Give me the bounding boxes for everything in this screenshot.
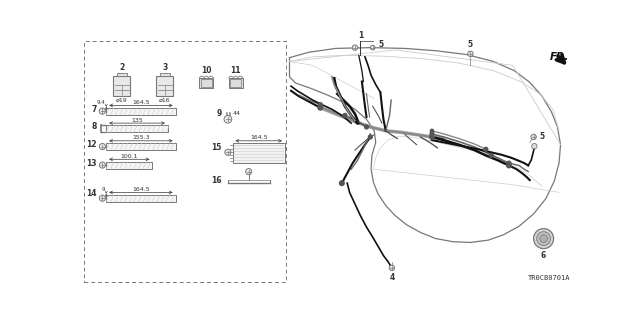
Circle shape (365, 125, 369, 129)
Bar (156, 76, 173, 96)
Bar (106, 143, 175, 150)
Text: 12: 12 (86, 140, 97, 149)
Bar (113, 76, 130, 96)
Text: 164.5: 164.5 (250, 135, 268, 140)
Text: 155.3: 155.3 (132, 135, 150, 140)
Circle shape (490, 154, 493, 157)
Text: 100.1: 100.1 (120, 154, 138, 159)
Bar (106, 108, 175, 115)
Text: 9: 9 (102, 187, 106, 192)
Circle shape (540, 235, 547, 243)
Bar (84, 42, 285, 283)
Circle shape (468, 51, 473, 57)
Text: 164.5: 164.5 (132, 100, 150, 105)
Text: 15: 15 (211, 143, 221, 152)
Text: 9: 9 (216, 109, 221, 118)
Text: 2: 2 (119, 63, 124, 72)
Text: 14: 14 (86, 189, 97, 198)
Text: 4: 4 (389, 273, 394, 282)
Bar (200, 78, 213, 88)
Text: 11: 11 (230, 66, 241, 75)
Text: ø16: ø16 (159, 98, 171, 103)
Circle shape (224, 116, 232, 123)
Circle shape (371, 45, 375, 50)
Text: TR0CB0701A: TR0CB0701A (528, 275, 570, 281)
Bar (106, 162, 152, 169)
Circle shape (429, 135, 435, 139)
Circle shape (99, 162, 106, 168)
Bar (232, 143, 285, 163)
Circle shape (369, 135, 372, 139)
Circle shape (431, 129, 433, 132)
Text: 1: 1 (358, 31, 363, 40)
Circle shape (99, 143, 106, 150)
Circle shape (318, 105, 323, 110)
Text: 9.4: 9.4 (97, 100, 106, 105)
Bar (230, 79, 241, 87)
Circle shape (343, 114, 347, 117)
Circle shape (246, 169, 252, 175)
Circle shape (99, 108, 106, 114)
Text: 8: 8 (92, 123, 97, 132)
Bar (159, 73, 170, 76)
Circle shape (352, 45, 358, 50)
Text: 7: 7 (92, 105, 97, 114)
Text: 135: 135 (131, 118, 143, 123)
Text: ø19: ø19 (116, 98, 127, 103)
Circle shape (340, 181, 344, 186)
Text: 164.5: 164.5 (132, 187, 150, 192)
Circle shape (484, 147, 488, 151)
Circle shape (507, 163, 511, 168)
Text: FR.: FR. (550, 52, 569, 62)
Bar (201, 79, 212, 87)
Circle shape (430, 132, 434, 136)
Text: 13: 13 (86, 159, 97, 168)
Text: 44: 44 (232, 111, 241, 116)
Text: 3: 3 (162, 63, 168, 72)
Text: 6: 6 (541, 251, 546, 260)
Text: 5: 5 (540, 132, 545, 141)
Circle shape (532, 143, 537, 149)
Bar (228, 78, 243, 88)
Circle shape (225, 149, 231, 156)
Circle shape (537, 232, 550, 245)
Circle shape (507, 161, 511, 165)
Bar (106, 195, 175, 202)
Text: 10: 10 (201, 66, 212, 75)
Bar (116, 73, 127, 76)
Circle shape (534, 228, 554, 249)
Text: 5: 5 (468, 40, 473, 49)
Text: 16: 16 (211, 176, 221, 185)
Circle shape (99, 195, 106, 201)
Circle shape (389, 265, 395, 270)
Bar (106, 125, 168, 132)
Circle shape (531, 134, 536, 140)
Text: 5: 5 (378, 40, 383, 49)
Circle shape (318, 103, 322, 107)
